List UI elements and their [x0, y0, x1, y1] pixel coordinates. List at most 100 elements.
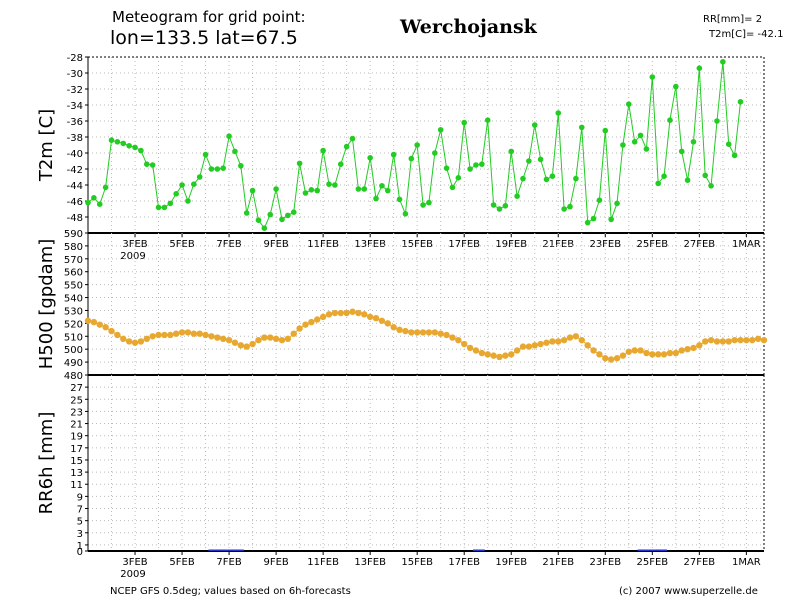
precip-bar [649, 549, 656, 551]
data-point [525, 343, 533, 350]
x-tick-label: 1MAR [732, 557, 761, 568]
y-tick-label: 570 [64, 255, 83, 266]
x-tick-label: 7FEB [216, 239, 241, 250]
data-point [143, 161, 150, 167]
data-point [496, 206, 503, 212]
data-point [608, 216, 614, 223]
y-tick-label: 530 [64, 306, 83, 317]
data-point [625, 348, 632, 355]
data-point [96, 321, 103, 328]
x-tick-label: 9FEB [263, 239, 288, 250]
y-tick-label: 0 [77, 547, 83, 558]
data-point [649, 74, 656, 80]
data-point [702, 172, 709, 179]
data-point [390, 324, 397, 331]
data-point [208, 333, 215, 340]
data-point [590, 215, 597, 222]
data-point [420, 202, 426, 208]
x-tick-label: 13FEB [354, 557, 386, 568]
precip-bar [473, 549, 479, 551]
rr-summary: RR[mm]= 2 [703, 14, 762, 25]
data-point [261, 334, 268, 341]
data-point [290, 209, 297, 215]
data-point [361, 186, 368, 192]
y-tick-label: 1 [77, 541, 83, 552]
data-point [120, 140, 127, 147]
data-point [249, 340, 256, 348]
y-tick-label: -38 [67, 133, 83, 144]
data-point [225, 336, 233, 344]
data-point [314, 187, 321, 194]
data-point [402, 211, 409, 217]
y-tick-label: 5 [77, 517, 83, 528]
y-tick-label: -30 [67, 69, 83, 80]
data-point [667, 117, 673, 123]
data-point [602, 355, 609, 362]
data-point [684, 177, 691, 183]
data-point [713, 338, 721, 345]
y-tick-label: -34 [67, 101, 83, 112]
precip-bar [208, 549, 215, 551]
data-point [108, 137, 115, 143]
data-point [114, 331, 121, 339]
data-point [472, 347, 480, 354]
t2m-summary: T2m[C]= -42.1 [708, 29, 783, 40]
data-point [320, 147, 326, 154]
data-point [238, 163, 244, 169]
data-point [314, 316, 321, 323]
t2m-panel: -28 -30 -32 -34 -36 -38 -40 -42 -44 -46 -48 T2m [C]… [36, 53, 765, 262]
data-point [690, 139, 697, 145]
data-point [408, 329, 415, 336]
data-point [179, 182, 185, 188]
data-point [461, 119, 468, 126]
x-tick-label: 17FEB [448, 239, 480, 250]
y-tick-label: 7 [77, 505, 83, 516]
data-point [308, 318, 315, 326]
data-point [231, 339, 239, 346]
data-point [325, 311, 333, 318]
data-point [120, 335, 127, 343]
x-tick-label: 25FEB [636, 557, 668, 568]
data-point [437, 127, 444, 133]
data-point [749, 336, 756, 344]
data-point [560, 336, 568, 344]
data-point [319, 313, 327, 321]
data-point [302, 190, 309, 196]
y-tick-label: -36 [67, 117, 83, 128]
y-tick-label: 510 [64, 332, 83, 343]
x-tick-label: 27FEB [684, 557, 716, 568]
data-point [479, 161, 485, 167]
data-point [549, 173, 556, 179]
y-tick-label: -46 [67, 197, 83, 208]
x-tick-label: 21FEB [542, 557, 574, 568]
data-point [490, 202, 497, 208]
y-tick-label: 9 [77, 492, 83, 503]
station-name: Werchojansk [399, 16, 538, 38]
data-point [702, 338, 709, 345]
data-point [102, 324, 109, 331]
data-point [537, 156, 544, 163]
data-point [719, 338, 727, 345]
data-point [408, 155, 415, 162]
data-point [613, 355, 621, 362]
y-tick-label: 21 [70, 420, 83, 431]
data-point [737, 336, 744, 344]
data-point [243, 210, 250, 216]
data-point [355, 309, 362, 317]
data-point [267, 334, 274, 341]
data-point [461, 340, 468, 348]
data-point [714, 118, 720, 124]
data-point [496, 353, 503, 361]
data-point [502, 203, 509, 209]
x-tick-label: 13FEB [354, 239, 386, 250]
header-title-line1: Meteogram for grid point: [112, 8, 306, 26]
data-point [484, 351, 491, 358]
data-point [443, 165, 450, 171]
x-tick-label: 25FEB [636, 239, 668, 250]
precip-bar [661, 549, 668, 551]
data-point [285, 212, 291, 219]
x-tick-label: 19FEB [495, 239, 527, 250]
x-tick-label: 21FEB [542, 239, 574, 250]
data-point [413, 329, 421, 336]
